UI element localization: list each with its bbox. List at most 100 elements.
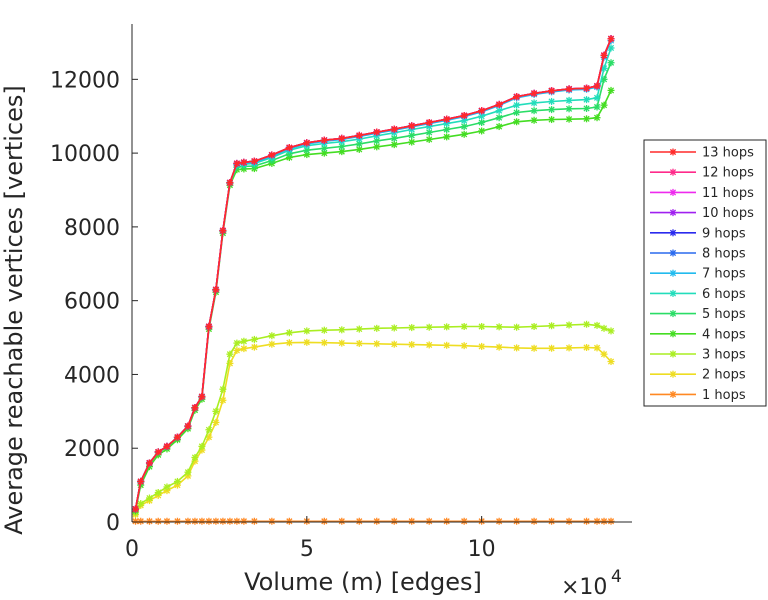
series-3-hops [131,320,615,517]
data-point-3-hops [173,477,181,485]
series-13-hops [131,35,615,513]
data-point-13-hops [565,85,573,93]
data-point-2-hops [212,418,220,426]
x-multiplier-exponent: 4 [611,567,622,587]
data-point-2-hops [408,341,416,349]
x-multiplier-base: ×10 [561,575,607,600]
data-point-13-hops [145,459,153,467]
data-point-2-hops [565,344,573,352]
data-point-1-hops [565,517,573,525]
data-point-13-hops [191,404,199,412]
data-point-13-hops [131,505,139,513]
y-tick-label: 10000 [50,142,120,167]
legend-marker-13-hops [669,148,677,156]
legend-entry-7-hops: 7 hops [650,267,746,282]
data-point-3-hops [233,339,241,347]
data-point-4-hops [408,138,416,146]
data-point-13-hops [184,422,192,430]
x-axis-label: Volume (m) [edges] [244,568,482,596]
data-point-5-hops [443,126,451,134]
legend-marker-1-hops [669,390,677,398]
data-point-1-hops [154,517,162,525]
data-point-2-hops [607,358,615,366]
data-point-13-hops [303,139,311,147]
data-point-4-hops [593,114,601,122]
y-tick-label: 6000 [64,290,120,315]
data-point-3-hops [338,326,346,334]
data-point-5-hops [460,123,468,131]
data-point-1-hops [219,517,227,525]
data-point-3-hops [565,321,573,329]
legend: 13 hops 12 hops 11 hops 10 hops 9 hops 8 hops… [643,139,767,407]
data-point-4-hops [530,116,538,124]
data-point-2-hops [425,341,433,349]
y-ticks: 0 2000 4000 6000 8000 10000 12000 [50,68,138,536]
data-point-4-hops [548,116,556,124]
data-point-3-hops [513,323,521,331]
data-point-13-hops [240,158,248,166]
data-point-3-hops [219,385,227,393]
data-point-3-hops [198,442,206,450]
data-point-13-hops [408,122,416,130]
data-point-1-hops [131,517,139,525]
data-point-3-hops [154,488,162,496]
legend-entry-12-hops: 12 hops [650,166,754,181]
data-point-5-hops [425,128,433,136]
data-point-4-hops [390,141,398,149]
legend-label: 3 hops [702,348,746,363]
data-point-4-hops [443,133,451,141]
data-point-13-hops [583,84,591,92]
data-point-1-hops [233,517,241,525]
data-point-6-hops [548,97,556,105]
data-point-1-hops [338,517,346,525]
data-point-13-hops [443,115,451,123]
data-point-2-hops [338,339,346,347]
data-point-13-hops [495,100,503,108]
data-point-2-hops [219,396,227,404]
data-point-4-hops [425,135,433,143]
data-point-3-hops [607,327,615,335]
data-point-1-hops [205,517,213,525]
data-point-2-hops [460,342,468,350]
data-point-2-hops [495,343,503,351]
data-point-5-hops [600,75,608,83]
data-point-3-hops [320,326,328,334]
data-point-13-hops [607,35,615,43]
data-point-5-hops [513,109,521,117]
axes [131,24,632,523]
data-point-13-hops [320,136,328,144]
data-point-4-hops [513,118,521,126]
data-point-3-hops [184,468,192,476]
data-point-4-hops [460,130,468,138]
y-tick-label: 8000 [64,216,120,241]
plot-area [131,35,615,525]
data-point-2-hops [240,345,248,353]
legend-entry-13-hops: 13 hops [650,146,754,161]
data-point-3-hops [163,483,171,491]
data-point-5-hops [478,118,486,126]
data-point-13-hops [154,448,162,456]
data-point-1-hops [460,517,468,525]
legend-marker-3-hops [669,350,677,358]
data-point-2-hops [548,344,556,352]
x-tick-label: 0 [125,537,139,562]
data-point-6-hops [565,96,573,104]
data-point-1-hops [173,517,181,525]
legend-marker-10-hops [669,209,677,217]
data-point-2-hops [320,339,328,347]
data-point-1-hops [495,517,503,525]
x-tick-label: 5 [300,537,314,562]
data-point-1-hops [425,517,433,525]
legend-entry-5-hops: 5 hops [650,307,746,322]
legend-label: 12 hops [702,166,754,181]
legend-marker-11-hops [669,188,677,196]
data-point-5-hops [495,114,503,122]
legend-marker-5-hops [669,310,677,318]
legend-marker-4-hops [669,330,677,338]
data-point-2-hops [513,344,521,352]
data-point-13-hops [460,111,468,119]
data-point-6-hops [583,96,591,104]
data-point-5-hops [607,59,615,67]
data-point-3-hops [390,324,398,332]
legend-label: 1 hops [702,388,746,403]
